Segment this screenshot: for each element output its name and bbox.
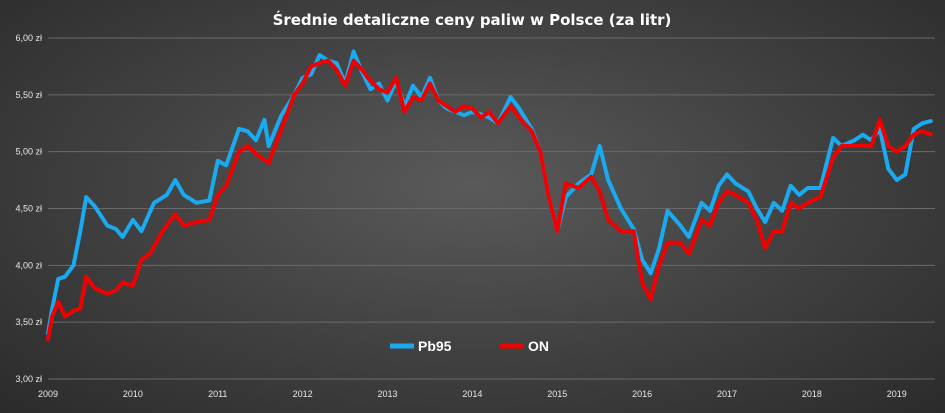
x-tick-label: 2018 — [802, 389, 822, 399]
y-tick-label: 3,00 zł — [15, 374, 42, 384]
x-tick-label: 2015 — [547, 389, 567, 399]
series-lines — [46, 49, 933, 342]
x-tick-label: 2012 — [293, 389, 313, 399]
x-tick-label: 2013 — [378, 389, 398, 399]
y-tick-label: 5,50 zł — [15, 90, 42, 100]
series-line-on — [46, 58, 933, 342]
x-tick-label: 2014 — [462, 389, 482, 399]
legend: Pb95 ON — [390, 338, 549, 354]
x-tick-label: 2010 — [123, 389, 143, 399]
legend-label-pb95: Pb95 — [418, 338, 452, 354]
x-tick-label: 2017 — [717, 389, 737, 399]
x-tick-label: 2009 — [38, 389, 58, 399]
y-tick-label: 4,50 zł — [15, 204, 42, 214]
y-tick-label: 4,00 zł — [15, 260, 42, 270]
grid — [48, 37, 935, 380]
x-axis: 2009 2010 2011 2012 2013 2014 2015 2016 2017 2018… — [38, 389, 907, 399]
x-tick-label: 2016 — [632, 389, 652, 399]
y-tick-label: 6,00 zł — [15, 33, 42, 43]
chart-title: Średnie detaliczne ceny paliw w Polsce (… — [273, 10, 672, 29]
y-axis: 3,00 zł 3,50 zł 4,00 zł 4,50 zł 5,00 zł 5,50 … — [15, 33, 42, 384]
series-line-pb95 — [46, 49, 933, 336]
y-tick-label: 3,50 zł — [15, 317, 42, 327]
y-tick-label: 5,00 zł — [15, 147, 42, 157]
x-tick-label: 2019 — [887, 389, 907, 399]
x-tick-label: 2011 — [208, 389, 227, 399]
legend-label-on: ON — [528, 338, 549, 354]
